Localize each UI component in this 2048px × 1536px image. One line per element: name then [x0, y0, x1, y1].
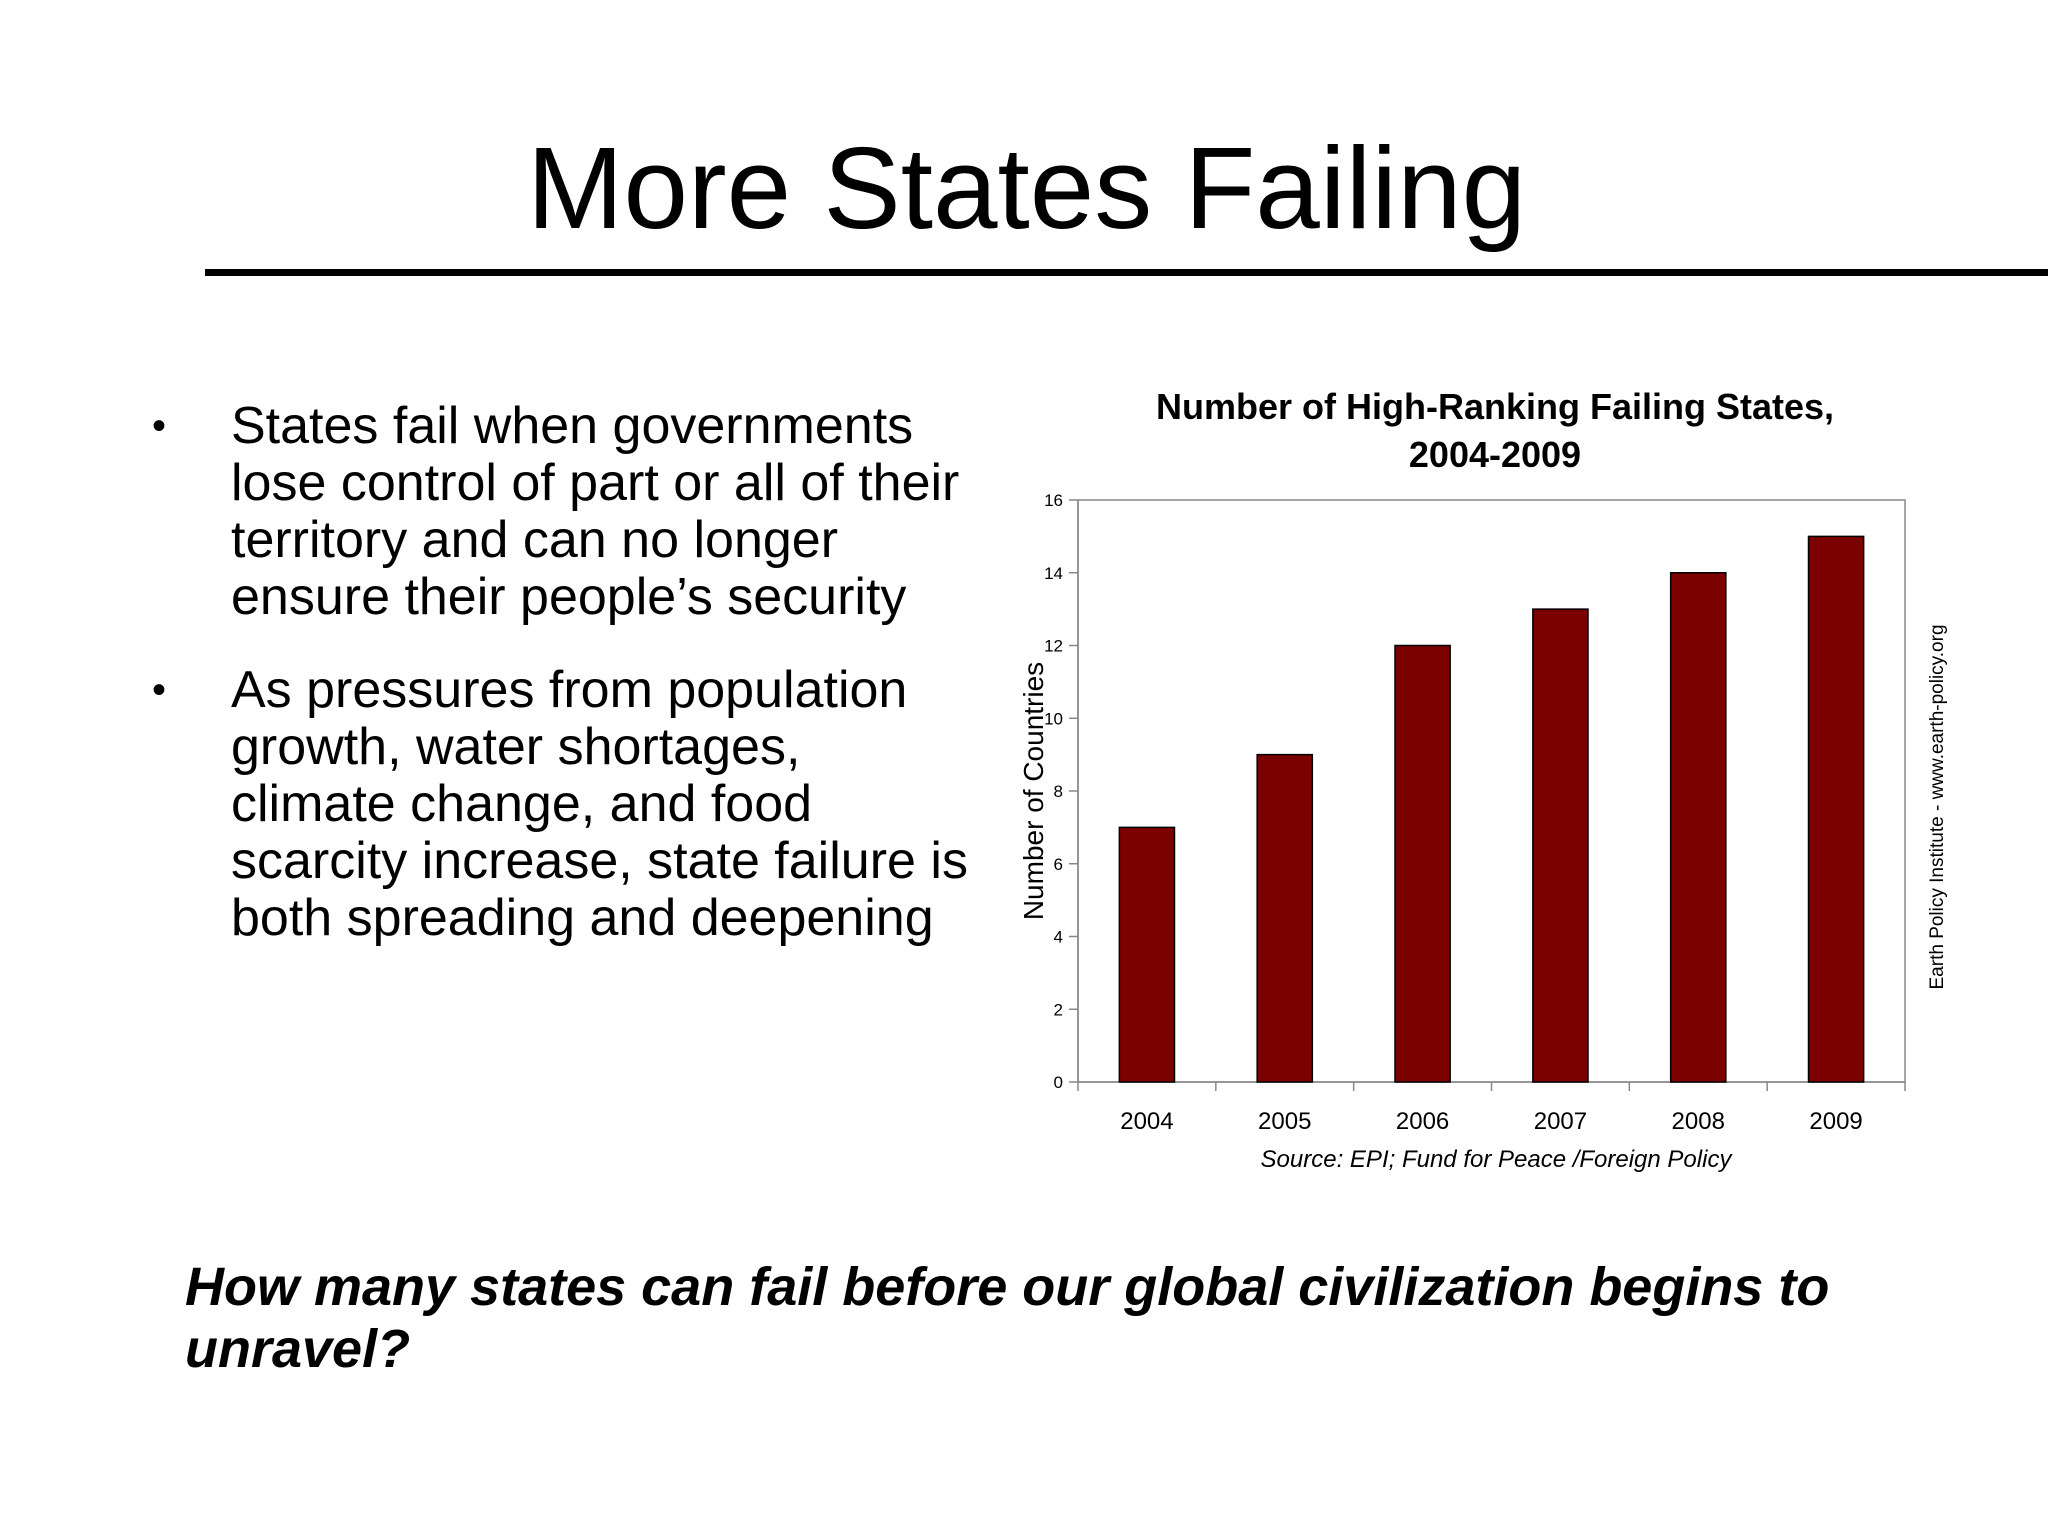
bar-2006 — [1394, 644, 1451, 1083]
bullet-item: • States fail when governments lose cont… — [145, 398, 975, 626]
y-tick-label: 2 — [1054, 1000, 1063, 1019]
bullet-text: States fail when governments lose contro… — [231, 397, 960, 626]
axes — [1069, 499, 1906, 1091]
slide-title: More States Failing — [526, 123, 1527, 253]
bar-2005 — [1256, 753, 1314, 1083]
y-tick-label: 8 — [1054, 782, 1063, 801]
x-tick-label: 2008 — [1672, 1108, 1725, 1135]
bar-2008 — [1669, 572, 1727, 1083]
chart-title-line-2: 2004-2009 — [1409, 434, 1581, 475]
y-tick-label: 4 — [1054, 928, 1063, 947]
y-tick-label: 0 — [1054, 1073, 1063, 1092]
bullet-text: As pressures from population growth, wat… — [231, 661, 968, 947]
bullet-item: • As pressures from population growth, w… — [145, 662, 975, 947]
y-tick-label: 14 — [1044, 564, 1063, 583]
bars — [1118, 535, 1865, 1083]
y-axis-label: Number of Countries — [1018, 662, 1049, 920]
y-tick-label: 12 — [1044, 637, 1063, 656]
x-tick-label: 2006 — [1396, 1108, 1449, 1135]
y-tick-label: 6 — [1054, 855, 1063, 874]
x-tick-label: 2005 — [1258, 1108, 1311, 1135]
chart-credit: Earth Policy Institute - www.earth-polic… — [1927, 624, 1948, 989]
bar-2004 — [1118, 826, 1176, 1083]
x-tick-label: 2004 — [1120, 1108, 1173, 1135]
axis-labels: 0 2 4 6 8 10 12 14 16 2004 2005 2006 2007 2008 2009 — [1044, 491, 1863, 1135]
plot-area-frame — [1077, 499, 1906, 1083]
failing-states-bar-chart: Number of High-Ranking Failing States, 2… — [1018, 386, 1948, 1173]
bullet-marker: • — [152, 668, 167, 712]
x-tick-label: 2009 — [1809, 1108, 1862, 1135]
title-divider — [205, 269, 2048, 276]
x-tick-label: 2007 — [1534, 1108, 1587, 1135]
bullet-list: • States fail when governments lose cont… — [145, 398, 975, 983]
closing-question: How many states can fail before our glob… — [185, 1257, 1830, 1379]
bar-2007 — [1532, 608, 1589, 1083]
y-tick-label: 10 — [1044, 709, 1063, 728]
chart-source-note: Source: EPI; Fund for Peace /Foreign Pol… — [1261, 1146, 1734, 1173]
bullet-marker: • — [152, 404, 167, 448]
bar-2009 — [1807, 535, 1865, 1083]
chart-title-line-1: Number of High-Ranking Failing States, — [1156, 386, 1834, 427]
y-tick-label: 16 — [1044, 491, 1063, 510]
